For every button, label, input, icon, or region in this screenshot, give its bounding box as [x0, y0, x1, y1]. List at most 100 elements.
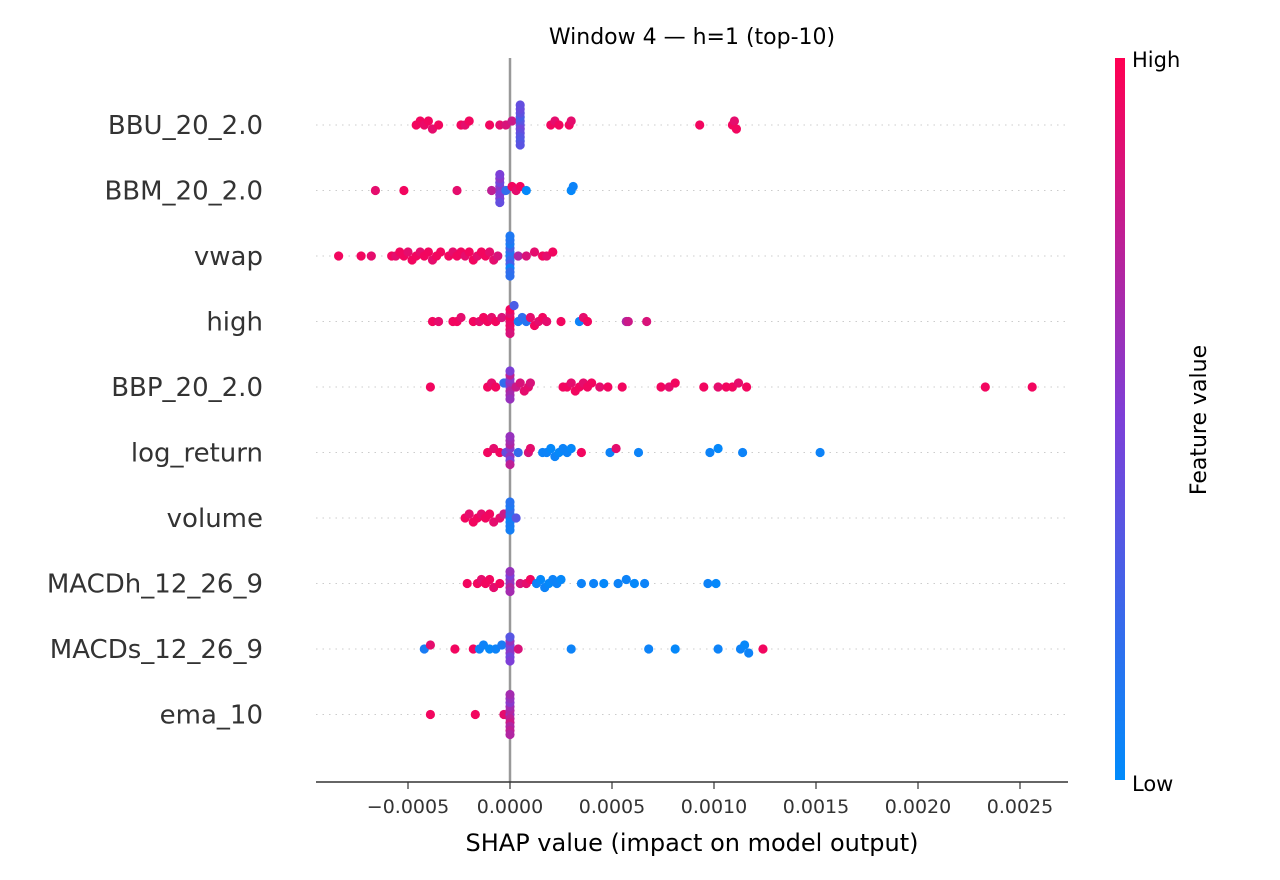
data-point: [744, 648, 754, 658]
data-point: [495, 169, 505, 180]
data-point: [513, 251, 523, 261]
data-point: [495, 197, 505, 208]
data-point: [695, 120, 705, 130]
data-point: [505, 566, 515, 577]
data-point: [505, 497, 515, 507]
data-point: [566, 644, 576, 654]
feature-label: vwap: [194, 242, 263, 272]
data-point: [366, 251, 376, 261]
data-point: [491, 382, 501, 392]
data-point: [529, 247, 540, 257]
feature-label: volume: [167, 504, 263, 534]
data-point: [456, 312, 466, 323]
data-point: [705, 447, 715, 458]
data-point: [521, 251, 531, 261]
data-point: [464, 247, 474, 257]
data-point: [556, 316, 566, 327]
data-point: [403, 247, 413, 257]
data-point: [587, 378, 597, 388]
data-point: [497, 312, 507, 323]
x-tick-label: 0.0025: [987, 796, 1053, 818]
data-point: [356, 251, 366, 261]
data-points: [334, 100, 1037, 740]
data-point: [525, 312, 536, 323]
data-point: [505, 632, 515, 642]
data-point: [450, 644, 460, 654]
data-point: [485, 247, 495, 257]
feature-label: log_return: [131, 439, 263, 469]
data-point: [423, 247, 433, 257]
data-point: [566, 378, 576, 388]
data-point: [617, 382, 627, 392]
data-point: [462, 578, 472, 589]
data-point: [670, 378, 680, 388]
data-point: [642, 316, 652, 327]
data-point: [542, 316, 552, 327]
data-point: [470, 709, 480, 720]
data-point: [505, 459, 515, 470]
data-point: [589, 578, 599, 589]
data-point: [334, 251, 344, 261]
data-point: [623, 316, 633, 327]
data-point: [548, 247, 558, 257]
data-point: [731, 124, 742, 134]
data-point: [505, 656, 515, 666]
data-point: [595, 382, 605, 392]
data-point: [603, 382, 613, 392]
data-point: [713, 443, 723, 454]
data-point: [423, 116, 433, 126]
feature-label: BBP_20_2.0: [111, 373, 263, 403]
data-point: [621, 574, 631, 585]
x-axis-ticks: −0.0005 0.0000 0.0005 0.0010 0.0015 0.0020 0.0…: [367, 782, 1053, 818]
data-point: [505, 586, 515, 597]
row-guides: [316, 124, 1068, 715]
data-point: [509, 300, 519, 311]
colorbar-low-label: Low: [1132, 772, 1173, 796]
data-point: [656, 382, 666, 392]
data-point: [505, 328, 515, 339]
data-point: [633, 447, 644, 458]
data-point: [729, 116, 740, 126]
data-point: [515, 378, 525, 388]
data-point: [434, 316, 444, 327]
x-axis-title: SHAP value (impact on model output): [466, 829, 919, 857]
colorbar-high-label: High: [1132, 48, 1180, 72]
data-point: [582, 316, 593, 327]
data-point: [425, 640, 435, 650]
data-point: [711, 578, 721, 589]
data-point: [487, 185, 497, 196]
feature-label: MACDs_12_26_9: [50, 635, 263, 665]
data-point: [436, 247, 446, 257]
colorbar: [1115, 58, 1125, 780]
data-point: [738, 447, 748, 458]
x-tick-label: 0.0015: [783, 796, 849, 818]
data-point: [599, 578, 609, 589]
data-point: [713, 382, 723, 392]
data-point: [699, 382, 709, 392]
data-point: [511, 513, 521, 523]
data-point: [611, 443, 621, 454]
feature-label: ema_10: [160, 701, 263, 731]
data-point: [425, 709, 435, 720]
data-point: [740, 640, 750, 650]
data-point: [758, 644, 768, 654]
feature-label: high: [206, 308, 263, 338]
x-tick-label: 0.0005: [579, 796, 645, 818]
x-tick-label: 0.0000: [477, 796, 543, 818]
data-point: [485, 509, 495, 519]
data-point: [497, 640, 507, 650]
data-point: [505, 689, 515, 700]
data-point: [536, 574, 546, 585]
data-point: [505, 231, 515, 241]
data-point: [515, 140, 525, 150]
data-point: [464, 116, 474, 126]
x-tick-label: 0.0020: [885, 796, 951, 818]
chart-title: Window 4 — h=1 (top-10): [549, 25, 835, 50]
data-point: [452, 185, 462, 196]
colorbar-title: Feature value: [1187, 345, 1212, 495]
data-point: [505, 431, 515, 442]
data-point: [713, 644, 723, 654]
data-point: [576, 447, 587, 458]
